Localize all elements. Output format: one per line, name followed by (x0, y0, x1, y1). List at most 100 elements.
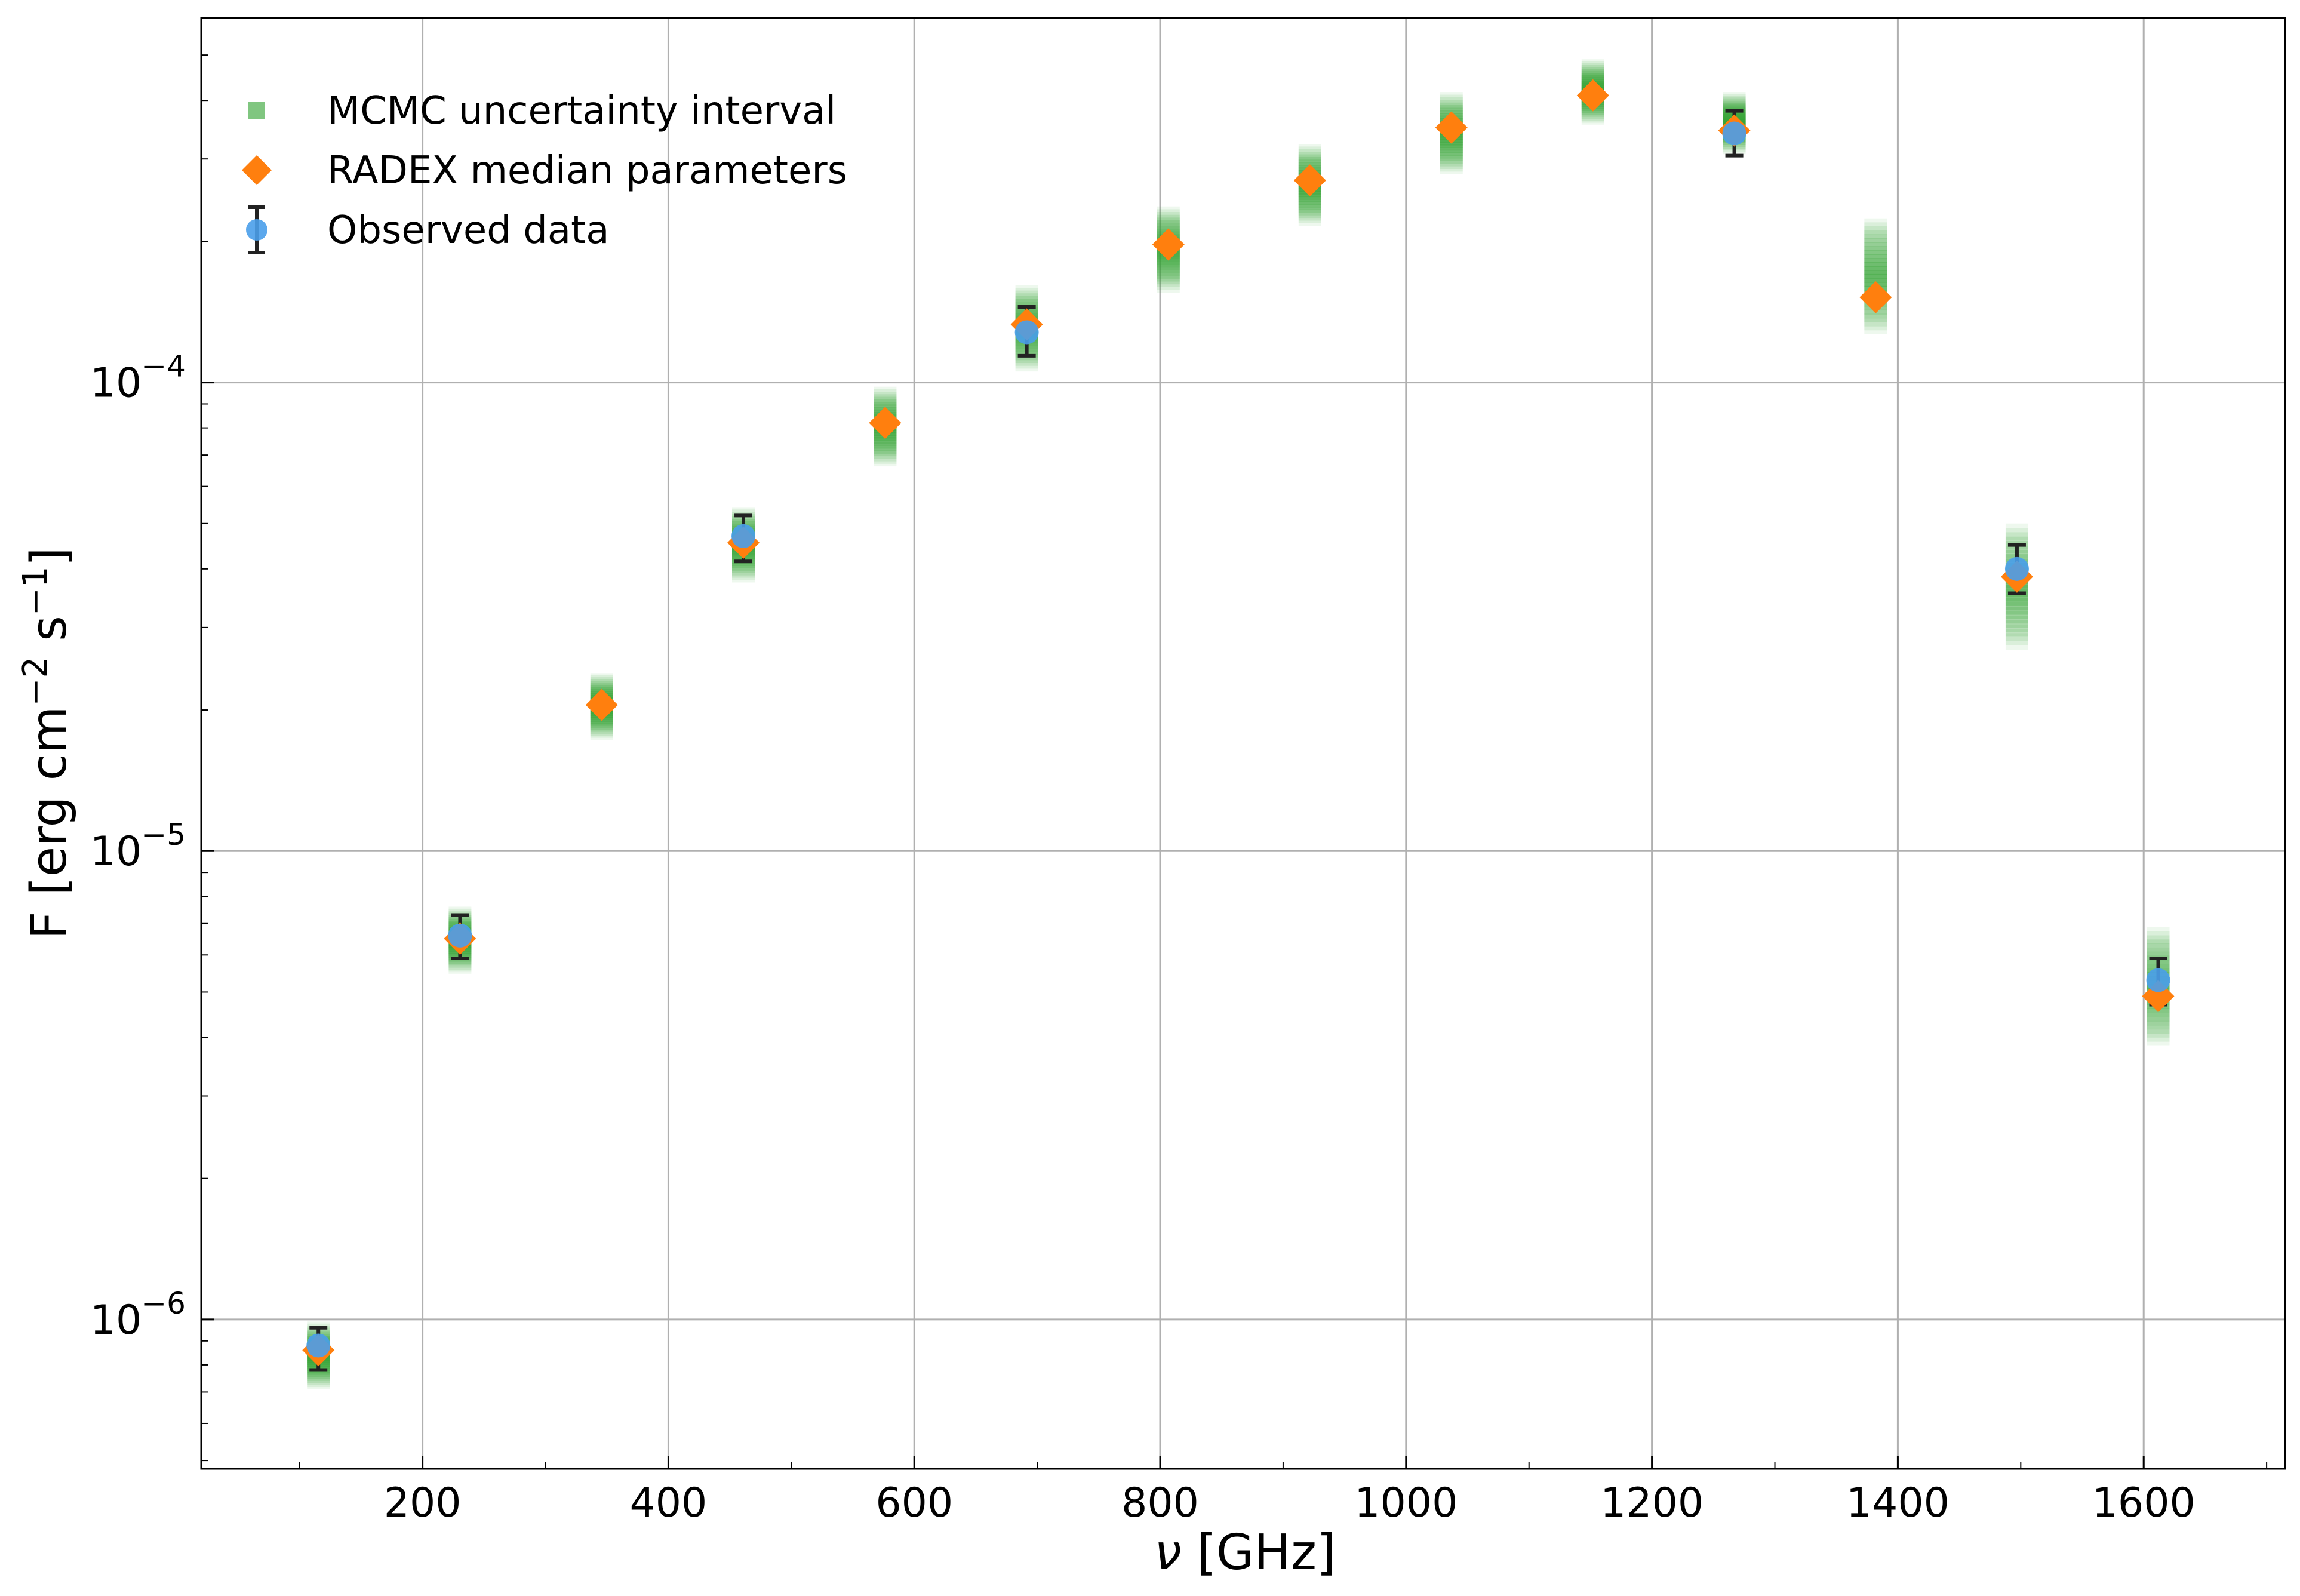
x-tick-label: 800 (1121, 1480, 1199, 1527)
radex-point (1293, 164, 1326, 197)
mcmc-sample (1440, 92, 1463, 109)
mcmc-sample (874, 436, 897, 454)
mcmc-sample (2005, 607, 2028, 624)
mcmc-sample (1864, 258, 1887, 275)
mcmc-sample (1440, 97, 1463, 114)
mcmc-sample (2147, 935, 2170, 952)
mcmc-sample (1157, 273, 1180, 290)
mcmc-sample (1440, 157, 1463, 174)
x-tick-label: 1400 (1846, 1480, 1950, 1527)
mcmc-sample (1440, 144, 1463, 161)
mcmc-sample (874, 392, 897, 409)
mcmc-sample (1864, 262, 1887, 279)
mcmc-sample (1440, 142, 1463, 159)
legend-mcmc-marker (248, 102, 265, 119)
mcmc-sample (1298, 146, 1321, 164)
mcmc-sample (1864, 266, 1887, 283)
mcmc-sample (732, 563, 755, 580)
mcmc-sample (1440, 147, 1463, 164)
mcmc-sample (1864, 246, 1887, 263)
mcmc-sample (2005, 624, 2028, 641)
legend: MCMC uncertainty interval RADEX median p… (242, 89, 847, 254)
legend-radex-label: RADEX median parameters (327, 149, 847, 193)
mcmc-sample (1298, 149, 1321, 166)
mcmc-sample (1298, 198, 1321, 216)
radex-point (869, 407, 902, 439)
mcmc-sample (2147, 1029, 2170, 1046)
mcmc-sample (590, 721, 613, 738)
mcmc-sample (1298, 144, 1321, 161)
y-axis-label: F [erg cm−2 s−1] (16, 548, 78, 940)
mcmc-sample (1157, 209, 1180, 226)
observed-point (1014, 320, 1039, 345)
mcmc-sample (874, 389, 897, 406)
y-axis-label-end: ] (21, 548, 78, 567)
mcmc-sample (874, 450, 897, 467)
mcmc-sample (874, 447, 897, 464)
mcmc-sample (1298, 196, 1321, 213)
mcmc-sample (1298, 204, 1321, 221)
x-tick-label: 1200 (1600, 1480, 1704, 1527)
mcmc-sample (1581, 61, 1604, 78)
mcmc-sample (1581, 59, 1604, 76)
mcmc-sample (2005, 523, 2028, 540)
radex-point (1576, 79, 1609, 112)
mcmc-sample (1864, 242, 1887, 259)
mcmc-interval (1864, 218, 1887, 334)
mcmc-sample (2147, 1016, 2170, 1034)
mcmc-sample (2147, 1020, 2170, 1038)
mcmc-sample (1015, 287, 1038, 305)
mcmc-sample (1864, 254, 1887, 271)
mcmc-sample (1157, 259, 1180, 276)
mcmc-sample (1864, 226, 1887, 244)
mcmc-sample (2005, 593, 2028, 611)
mcmc-sample (2005, 615, 2028, 632)
mcmc-sample (874, 439, 897, 457)
mcmc-sample (590, 722, 613, 740)
y-tick-label: 10−5 (90, 817, 186, 875)
y-tick-label: 10−4 (90, 349, 186, 407)
mcmc-sample (1157, 267, 1180, 285)
mcmc-sample (1440, 155, 1463, 172)
mcmc-sample (2147, 1025, 2170, 1042)
radex-point (585, 688, 618, 721)
mcmc-sample (1581, 63, 1604, 80)
mcmc-sample (1157, 270, 1180, 287)
mcmc-sample (1581, 64, 1604, 82)
legend-observed-dot (246, 219, 267, 241)
mcmc-sample (1864, 317, 1887, 334)
x-tick-label: 400 (630, 1480, 708, 1527)
mcmc-sample (2147, 1013, 2170, 1030)
observed-point (731, 524, 756, 548)
mcmc-sample (1015, 285, 1038, 302)
y-axis-label-mid: s (21, 616, 78, 657)
x-tick-label: 1600 (2092, 1480, 2196, 1527)
mcmc-sample (1298, 209, 1321, 226)
mcmc-sample (307, 1370, 330, 1388)
mcmc-sample (874, 386, 897, 404)
mcmc-sample (1864, 250, 1887, 267)
mcmc-sample (1298, 206, 1321, 223)
observed-point (448, 923, 472, 948)
x-tick-label: 200 (384, 1480, 462, 1527)
mcmc-sample (1864, 238, 1887, 255)
mcmc-sample (1157, 206, 1180, 223)
legend-observed-marker (246, 205, 267, 254)
y-axis-label-exp2: −1 (16, 567, 55, 616)
mcmc-sample (2005, 620, 2028, 637)
mcmc-sample (732, 561, 755, 578)
mcmc-sample (2005, 629, 2028, 646)
mcmc-sample (2005, 611, 2028, 628)
mcmc-sample (590, 673, 613, 690)
mcmc-sample (1298, 201, 1321, 219)
mcmc-sample (2005, 598, 2028, 615)
mcmc-sample (307, 1372, 330, 1389)
observed-series (306, 121, 2170, 1358)
radex-point (1152, 228, 1185, 261)
mcmc-sample (1440, 149, 1463, 167)
y-axis-label-main: F [erg cm (21, 706, 78, 939)
plot-frame (200, 17, 2286, 1470)
mcmc-sample (2147, 931, 2170, 948)
